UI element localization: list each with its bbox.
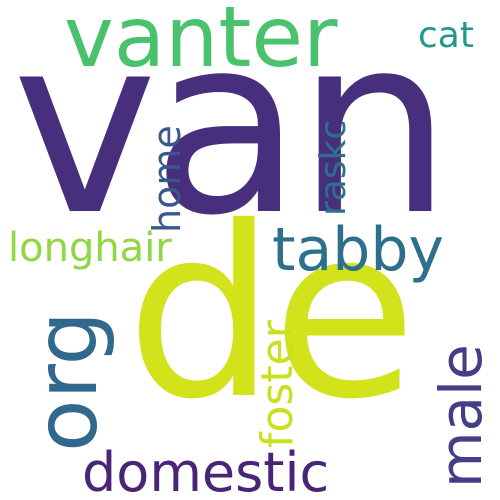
- word-van: van: [12, 0, 452, 270]
- word-cat: cat: [418, 15, 474, 56]
- word-raskc: raskc: [313, 119, 354, 216]
- word-home: home: [145, 125, 189, 233]
- word-foster: foster: [252, 320, 303, 448]
- word-de: de: [126, 176, 417, 451]
- word-male: male: [427, 344, 495, 488]
- word-domestic: domestic: [82, 441, 330, 500]
- word-org: org: [17, 310, 117, 452]
- word-tabby: tabby: [272, 215, 444, 285]
- word-longhair: longhair: [8, 225, 172, 271]
- word-vanter: vanter: [64, 0, 338, 86]
